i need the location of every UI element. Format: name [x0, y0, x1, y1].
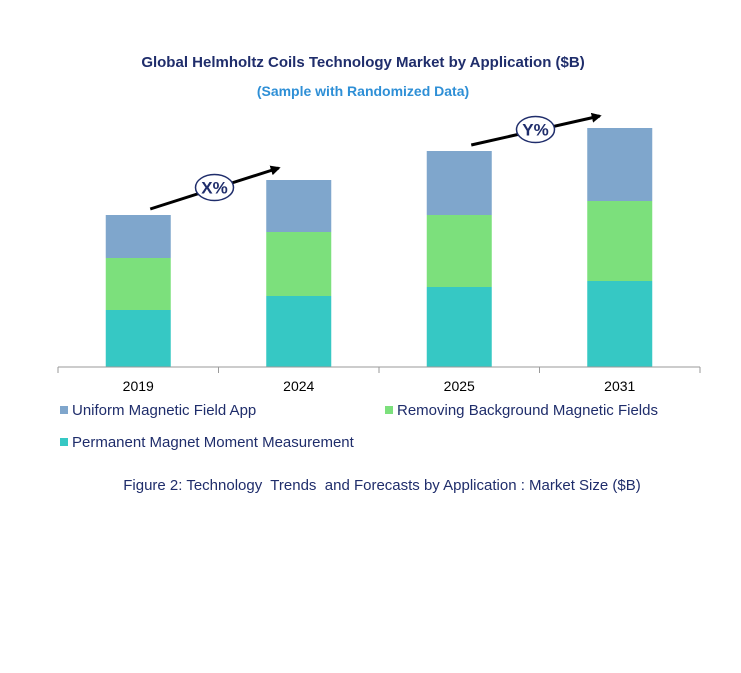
growth-bubble-y [515, 115, 556, 144]
bar-permanent-magnet-moment-measurement-2019 [105, 310, 171, 367]
bar-permanent-magnet-moment-measurement-2025 [426, 287, 492, 367]
growth-annotations: X% Y% [149, 112, 602, 211]
figure-caption: Figure 2: Technology Trends and Forecast… [123, 477, 640, 494]
legend: Uniform Magnetic Field App Removing Backg… [60, 402, 658, 451]
x-tick-label-2024: 2024 [283, 378, 314, 394]
bar-permanent-magnet-moment-measurement-2024 [266, 296, 332, 367]
bar-uniform-magnetic-field-app-2019 [105, 215, 171, 258]
bar-uniform-magnetic-field-app-2025 [426, 151, 492, 215]
x-axis [57, 366, 701, 373]
x-tick-labels: 2019 2024 2025 2031 [123, 378, 636, 394]
growth-label-x: X% [201, 179, 227, 198]
legend-label-uniform-magnetic-field-app: Uniform Magnetic Field App [72, 402, 256, 419]
legend-swatch-removing-background-magnetic-fields [385, 406, 393, 414]
bar-permanent-magnet-moment-measurement-2031 [587, 281, 653, 367]
x-tick-label-2031: 2031 [604, 378, 635, 394]
bar-removing-background-magnetic-fields-2025 [426, 215, 492, 287]
x-tick-label-2025: 2025 [444, 378, 475, 394]
legend-swatch-permanent-magnet-moment-measurement [60, 438, 68, 446]
growth-bubble-x [194, 173, 235, 202]
bar-removing-background-magnetic-fields-2031 [587, 201, 653, 281]
bars-group [105, 128, 653, 367]
legend-label-permanent-magnet-moment-measurement: Permanent Magnet Moment Measurement [72, 434, 355, 451]
legend-label-removing-background-magnetic-fields: Removing Background Magnetic Fields [397, 402, 658, 419]
growth-label-y: Y% [522, 121, 548, 140]
x-tick-label-2019: 2019 [123, 378, 154, 394]
bar-uniform-magnetic-field-app-2031 [587, 128, 653, 201]
chart-title: Global Helmholtz Coils Technology Market… [141, 54, 584, 71]
bar-removing-background-magnetic-fields-2024 [266, 232, 332, 296]
bar-uniform-magnetic-field-app-2024 [266, 180, 332, 232]
bar-removing-background-magnetic-fields-2019 [105, 258, 171, 310]
legend-swatch-uniform-magnetic-field-app [60, 406, 68, 414]
chart-subtitle: (Sample with Randomized Data) [257, 83, 469, 99]
